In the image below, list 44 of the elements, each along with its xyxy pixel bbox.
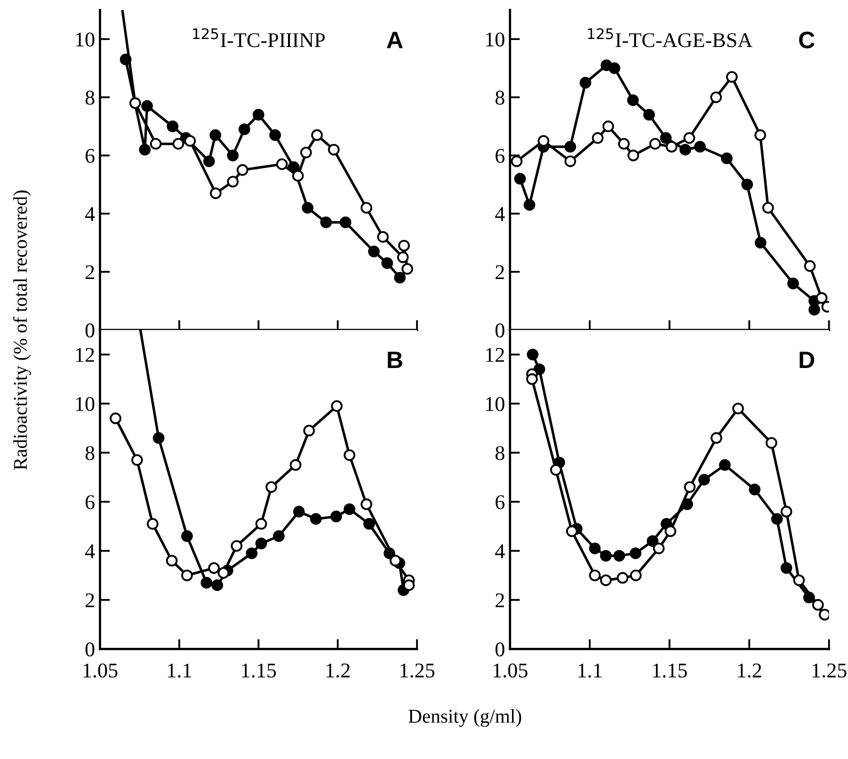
y-tick-label: 4	[495, 544, 505, 558]
y-tick-label: 6	[86, 495, 95, 510]
y-tick-label: 6	[86, 148, 95, 163]
y-axis-title: Radioactivity (% of total recovered)	[13, 190, 31, 470]
x-tick-label: 1.25	[812, 664, 846, 678]
y-tick-label: 4	[495, 207, 505, 221]
y-tick-label: 10	[76, 32, 94, 47]
y-tick-label: 12	[486, 348, 504, 362]
y-tick-label: 0	[86, 323, 94, 338]
y-tick-label: 4	[85, 544, 95, 558]
y-tick-label: 8	[496, 90, 504, 105]
x-tick-label: 1.2	[738, 664, 762, 678]
y-tick-label: 8	[86, 90, 94, 105]
annotation: D	[800, 352, 814, 368]
x-tick-label: 1.1	[168, 664, 192, 678]
y-tick-label: 12	[76, 348, 94, 362]
x-tick-label: 1.1	[578, 664, 602, 678]
y-tick-label: 2	[86, 265, 94, 280]
y-tick-label: 10	[76, 396, 94, 412]
y-tick-label: 6	[496, 495, 505, 510]
y-tick-label: 8	[496, 446, 504, 460]
text: $^{125}$I-TC-AGE-BSA	[588, 28, 752, 48]
y-tick-label: 2	[496, 265, 504, 280]
x-tick-label: 1.15	[242, 664, 276, 678]
annotation: C	[799, 32, 815, 48]
y-tick-label: 2	[496, 593, 504, 608]
x-tick-label: 1.15	[653, 664, 687, 678]
y-tick-label: 8	[86, 446, 94, 460]
x-tick-label: 1.05	[84, 663, 118, 678]
annotation: A	[386, 32, 403, 48]
text: $^{125}$I-TC-PIIINP	[193, 28, 325, 48]
x-tick-label: 1.25	[400, 664, 434, 678]
y-tick-label: 6	[496, 148, 505, 163]
annotation: B	[388, 352, 402, 368]
x-axis-title: Density (g/ml)	[408, 709, 522, 727]
y-tick-label: 0	[496, 642, 504, 656]
y-tick-label: 2	[86, 593, 94, 608]
y-tick-label: 10	[486, 396, 504, 412]
y-tick-label: 4	[85, 207, 95, 221]
y-tick-label: 0	[86, 642, 94, 656]
y-tick-label: 10	[486, 32, 504, 47]
x-tick-label: 1.2	[326, 664, 350, 678]
y-tick-label: 0	[496, 323, 504, 338]
x-tick-label: 1.05	[494, 663, 528, 678]
